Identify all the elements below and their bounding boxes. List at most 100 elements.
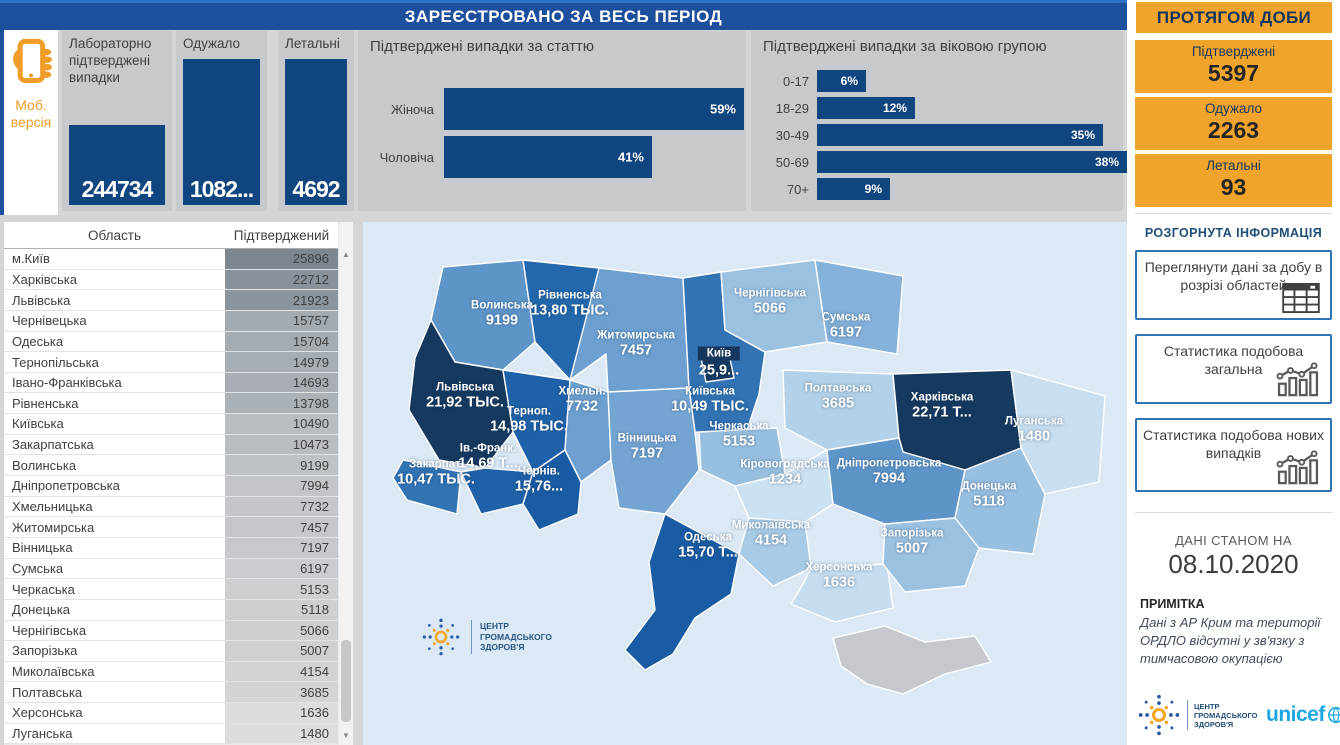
phc-logo: Центр громадського здоров'я bbox=[1137, 693, 1258, 737]
table-row[interactable]: Вінницька 7197 bbox=[4, 537, 338, 559]
table-row[interactable]: Запорізька 5007 bbox=[4, 641, 338, 662]
chart-bar-row: 30-49 35% bbox=[763, 124, 1103, 146]
map-region-zaporizhzhia[interactable] bbox=[882, 517, 980, 593]
as-of-label: ДАНІ СТАНОМ НА bbox=[1175, 533, 1292, 548]
table-row[interactable]: Донецька 5118 bbox=[4, 599, 338, 621]
map-region-mykolaiv[interactable] bbox=[738, 517, 812, 587]
table-cell-confirmed: 1636 bbox=[225, 703, 338, 723]
table-row[interactable]: Миколаївська 4154 bbox=[4, 661, 338, 683]
table-cell-confirmed: 5066 bbox=[225, 620, 338, 641]
button-daily-by-region[interactable]: Переглянути дані за добу в розрізі облас… bbox=[1135, 250, 1332, 320]
scrollbar-thumb[interactable] bbox=[341, 640, 351, 722]
scrollbar-up-arrow[interactable]: ▲ bbox=[342, 250, 350, 259]
kpi-bar[interactable]: 4692 bbox=[285, 59, 347, 205]
phc-logo-text: Центр громадського здоров'я bbox=[480, 621, 552, 653]
scrollbar-down-arrow[interactable]: ▼ bbox=[342, 731, 350, 740]
table-cell-region: Миколаївська bbox=[12, 664, 95, 680]
kpi-value: 4692 bbox=[292, 176, 340, 202]
table-row[interactable]: Тернопільська 14979 bbox=[4, 352, 338, 373]
table-row[interactable]: Дніпропетровська 7994 bbox=[4, 476, 338, 497]
daily-card-confirmed[interactable]: Підтверджені 5397 bbox=[1135, 40, 1332, 93]
bar-18-29[interactable]: 12% bbox=[817, 97, 915, 119]
table-cell-confirmed: 10490 bbox=[225, 414, 338, 434]
table-icon bbox=[1282, 283, 1320, 313]
table-cell-confirmed: 4154 bbox=[225, 661, 338, 682]
bar-value-label: 59% bbox=[709, 101, 736, 117]
table-row[interactable]: Житомирська 7457 bbox=[4, 517, 338, 538]
map-region-odesa[interactable] bbox=[624, 513, 740, 671]
bar-Жіноча[interactable]: 59% bbox=[444, 88, 744, 130]
column-header-region[interactable]: Область bbox=[88, 227, 141, 243]
gender-chart-panel: Підтверджені випадки за статтю Жіноча 59%… bbox=[358, 31, 746, 211]
table-cell-confirmed: 25896 bbox=[225, 249, 338, 269]
daily-card-deaths[interactable]: Летальні 93 bbox=[1135, 154, 1332, 207]
bar-30-49[interactable]: 35% bbox=[817, 124, 1103, 146]
column-header-confirmed[interactable]: Підтверджений bbox=[233, 227, 330, 243]
bar-70+[interactable]: 9% bbox=[817, 178, 890, 200]
table-cell-confirmed: 22712 bbox=[225, 269, 338, 290]
table-row[interactable]: Чернігівська 5066 bbox=[4, 620, 338, 642]
daily-card-recovered[interactable]: Одужало 2263 bbox=[1135, 97, 1332, 150]
bar-category-label: 30-49 bbox=[775, 127, 809, 143]
map-region-kyivcity[interactable] bbox=[700, 353, 735, 383]
table-cell-region: Херсонська bbox=[12, 705, 83, 721]
kpi-bar[interactable]: 1082... bbox=[183, 59, 260, 205]
table-cell-confirmed: 13798 bbox=[225, 393, 338, 414]
kpi-card-lab-confirmed: Лабораторно підтверджені випадки 244734 bbox=[62, 31, 172, 211]
chart-bar-row: 70+ 9% bbox=[763, 178, 890, 200]
age-chart-panel: Підтверджені випадки за віковою групою 0… bbox=[751, 31, 1127, 211]
kpi-bar[interactable]: 244734 bbox=[69, 125, 165, 205]
table-cell-confirmed: 1480 bbox=[225, 723, 338, 744]
map-region-chernivtsi[interactable] bbox=[522, 449, 582, 531]
table-row[interactable]: Хмельницька 7732 bbox=[4, 496, 338, 518]
table-row[interactable]: Львівська 21923 bbox=[4, 290, 338, 311]
map-region-khmel[interactable] bbox=[564, 379, 612, 483]
map-region-chernihiv[interactable] bbox=[720, 259, 828, 353]
map-region-ivfrank[interactable] bbox=[460, 467, 534, 515]
page-title: ЗАРЕЄСТРОВАНО ЗА ВЕСЬ ПЕРІОД bbox=[404, 6, 723, 26]
table-row[interactable]: Київська 10490 bbox=[4, 414, 338, 435]
table-row[interactable]: Черкаська 5153 bbox=[4, 579, 338, 600]
table-row[interactable]: Волинська 9199 bbox=[4, 455, 338, 477]
bar-50-69[interactable]: 38% bbox=[817, 151, 1127, 173]
details-heading: РОЗГОРНУТА ІНФОРМАЦІЯ bbox=[1144, 226, 1323, 240]
table-row[interactable]: Херсонська 1636 bbox=[4, 703, 338, 724]
map-region-poltava[interactable] bbox=[782, 369, 900, 451]
phc-logo-watermark: Центр громадського здоров'я bbox=[421, 617, 566, 657]
button-daily-stats-total[interactable]: Статистика подобова загальна bbox=[1135, 334, 1332, 404]
bar-Чоловіча[interactable]: 41% bbox=[444, 136, 652, 178]
table-cell-region: Сумська bbox=[12, 560, 64, 576]
table-row[interactable]: Чернівецька 15757 bbox=[4, 310, 338, 332]
map-region-kherson[interactable] bbox=[790, 563, 894, 623]
daily-card-value: 5397 bbox=[1207, 60, 1260, 86]
phc-dots-icon bbox=[422, 618, 460, 656]
header-left-strip bbox=[0, 30, 4, 215]
table-row[interactable]: Одеська 15704 bbox=[4, 331, 338, 353]
table-row[interactable]: Івано-Франківська 14693 bbox=[4, 372, 338, 394]
phc-logo-text: Центр громадського здоров'я bbox=[1194, 701, 1258, 729]
map-region-vinnytsia[interactable] bbox=[607, 387, 700, 515]
table-row[interactable]: Сумська 6197 bbox=[4, 558, 338, 580]
table-row[interactable]: Закарпатська 10473 bbox=[4, 434, 338, 456]
table-row[interactable]: Полтавська 3685 bbox=[4, 682, 338, 704]
button-daily-stats-new-cases[interactable]: Статистика подобова нових випадків bbox=[1135, 418, 1332, 492]
table-row[interactable]: Рівненська 13798 bbox=[4, 393, 338, 415]
map-region-luhansk[interactable] bbox=[1010, 369, 1106, 495]
chart-bar-row: 0-17 6% bbox=[763, 70, 866, 92]
table-cell-region: Черкаська bbox=[12, 581, 75, 597]
table-row[interactable]: м.Київ 25896 bbox=[4, 249, 338, 270]
table-cell-confirmed: 15757 bbox=[225, 310, 338, 331]
chart-bar-row: Чоловіча 41% bbox=[370, 136, 652, 178]
mobile-version-link[interactable]: Моб. версія bbox=[4, 30, 58, 215]
table-cell-region: Львівська bbox=[12, 292, 71, 308]
bar-0-17[interactable]: 6% bbox=[817, 70, 866, 92]
stats-icon bbox=[1276, 362, 1319, 397]
map-region-sumy[interactable] bbox=[814, 259, 904, 355]
table-cell-region: Волинська bbox=[12, 457, 77, 473]
map-region-zakarpattia[interactable] bbox=[392, 459, 462, 515]
age-chart-title: Підтверджені випадки за віковою групою bbox=[763, 38, 1047, 55]
table-row[interactable]: Луганська 1480 bbox=[4, 723, 338, 745]
stats-icon bbox=[1276, 450, 1319, 485]
table-row[interactable]: Харківська 22712 bbox=[4, 269, 338, 291]
table-scrollbar[interactable]: ▲ ▼ bbox=[339, 222, 353, 745]
